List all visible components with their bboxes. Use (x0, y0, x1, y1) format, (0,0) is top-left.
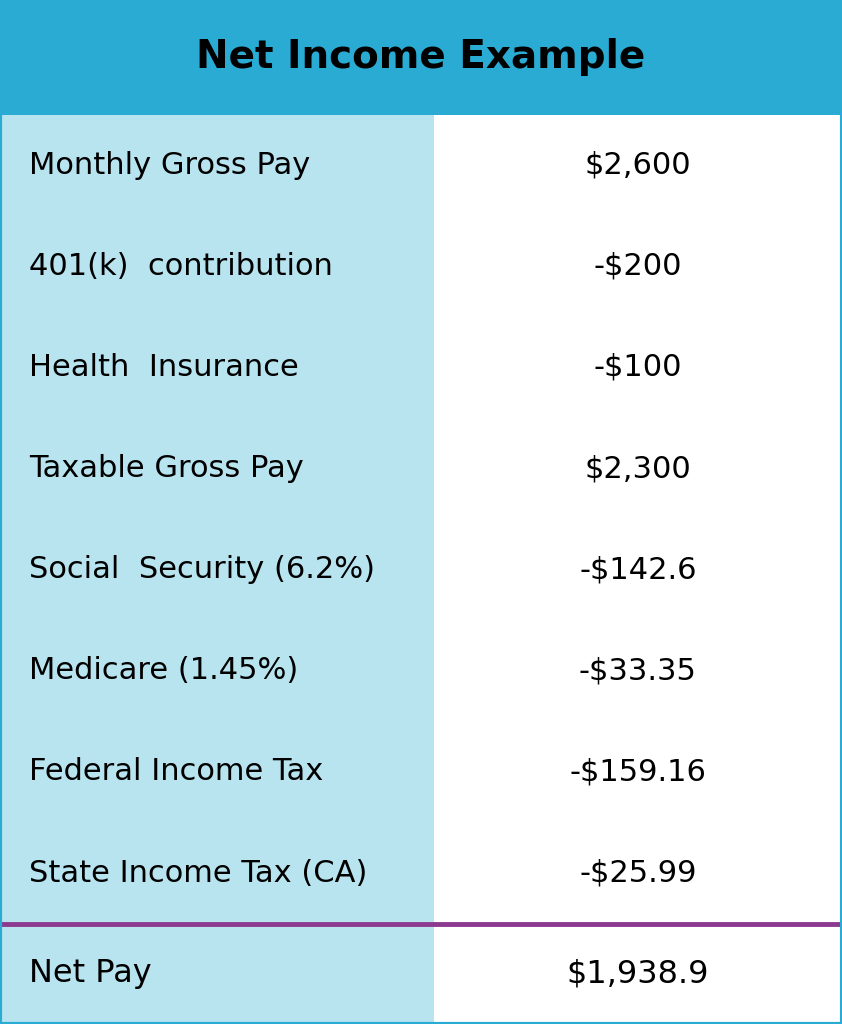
Bar (0, 317, 434, 418)
Text: $1,938.9: $1,938.9 (567, 958, 709, 989)
Text: Health  Insurance: Health Insurance (29, 353, 299, 382)
Text: -$200: -$200 (594, 252, 682, 281)
Bar (434, 519, 842, 621)
Text: $2,300: $2,300 (584, 454, 691, 483)
Text: 401(k)  contribution: 401(k) contribution (29, 252, 333, 281)
Bar (434, 621, 842, 721)
Bar (434, 317, 842, 418)
Text: -$159.16: -$159.16 (569, 758, 706, 786)
Text: Federal Income Tax: Federal Income Tax (29, 758, 323, 786)
Bar (434, 721, 842, 822)
Text: -$25.99: -$25.99 (579, 858, 696, 888)
Text: Medicare (1.45%): Medicare (1.45%) (29, 656, 299, 685)
Bar (0, 924, 434, 1024)
Bar (434, 216, 842, 317)
Bar (0, 621, 434, 721)
Bar (0, 418, 434, 519)
Text: -$142.6: -$142.6 (579, 555, 696, 585)
Text: Social  Security (6.2%): Social Security (6.2%) (29, 555, 376, 585)
Text: $2,600: $2,600 (584, 151, 691, 180)
Bar (0, 519, 434, 621)
Bar (434, 418, 842, 519)
Text: Monthly Gross Pay: Monthly Gross Pay (29, 151, 311, 180)
Text: State Income Tax (CA): State Income Tax (CA) (29, 858, 368, 888)
Bar (0, 115, 434, 216)
Text: -$100: -$100 (594, 353, 682, 382)
Text: Taxable Gross Pay: Taxable Gross Pay (29, 454, 304, 483)
Bar (434, 822, 842, 924)
Text: Net Pay: Net Pay (29, 958, 152, 989)
Bar (0, 0, 842, 115)
Bar (434, 924, 842, 1024)
Bar (0, 721, 434, 822)
Bar (0, 822, 434, 924)
Text: -$33.35: -$33.35 (579, 656, 696, 685)
Text: Net Income Example: Net Income Example (196, 38, 646, 77)
Bar (0, 216, 434, 317)
Bar (434, 115, 842, 216)
